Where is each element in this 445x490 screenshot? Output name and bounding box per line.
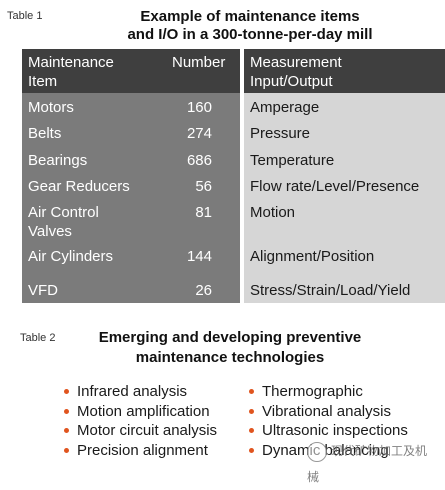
header-io-line1: Measurement [250,54,342,71]
table1-title-line1: Example of maintenance items [140,8,360,25]
list-item: Vibrational analysis [249,402,391,421]
list-item-label: Motion amplification [77,403,210,420]
bullet-icon [249,427,254,433]
wechat-logo-icon [307,441,327,462]
maintenance-table: Maintenance Item Number Measurement Inpu… [22,49,445,303]
row-item: Gear Reducers [28,178,130,195]
header-number: Number [172,54,226,71]
row-number: 160 [186,99,212,116]
table2-title-line2: maintenance technologies [135,349,325,366]
bullet-icon [64,408,69,414]
list-item: Infrared analysis [64,382,187,401]
row-number: 81 [195,204,212,221]
list-item-label: Thermographic [262,383,363,400]
table-left-header-bg [22,49,240,93]
list-item-label: Vibrational analysis [262,403,391,420]
list-item-label: Infrared analysis [77,383,188,400]
row-number: 26 [195,282,212,299]
row-number: 56 [195,178,212,195]
row-io: Temperature [250,152,335,169]
row-number: 144 [186,248,212,265]
table2-label: Table 2 [20,332,56,344]
list-item-label: Ultrasonic inspections [262,422,408,439]
list-item: Motion amplification [64,402,210,421]
row-number: 686 [186,152,212,169]
bullet-icon [249,388,254,394]
table1-label: Table 1 [7,10,43,22]
table-right-header-bg [244,49,445,93]
row-io: Flow rate/Level/Presence [250,178,420,195]
table1-title-line2: and I/O in a 300-tonne-per-day mill [127,26,373,43]
header-item-line1: Maintenance [28,54,114,71]
bullet-icon [64,388,69,394]
table2-title-line1: Emerging and developing preventive [98,329,362,346]
watermark: 现代矿物加工及机械 [307,438,437,484]
list-item: Precision alignment [64,441,208,460]
bullet-icon [64,427,69,433]
bullet-icon [64,447,69,453]
row-io: Amperage [250,99,320,116]
row-item: Bearings [28,152,88,169]
row-io: Stress/Strain/Load/Yield [250,282,411,299]
row-io: Motion [250,204,296,221]
list-item-label: Motor circuit analysis [77,422,218,439]
bullet-icon [249,447,254,453]
row-io: Alignment/Position [250,248,375,265]
row-item: Air Control [28,204,99,221]
row-item: VFD [28,282,58,299]
row-io: Pressure [250,125,311,142]
row-item-line2: Valves [28,223,72,240]
header-io-line2: Input/Output [250,73,333,90]
row-item: Motors [28,99,74,116]
list-item: Thermographic [249,382,363,401]
header-item-line2: Item [28,73,58,90]
row-item: Belts [28,125,62,142]
bullet-icon [249,408,254,414]
list-item-label: Precision alignment [77,442,208,459]
list-item: Motor circuit analysis [64,421,217,440]
row-number: 274 [186,125,212,142]
row-item: Air Cylinders [28,248,114,265]
list-item: Ultrasonic inspections [249,421,408,440]
